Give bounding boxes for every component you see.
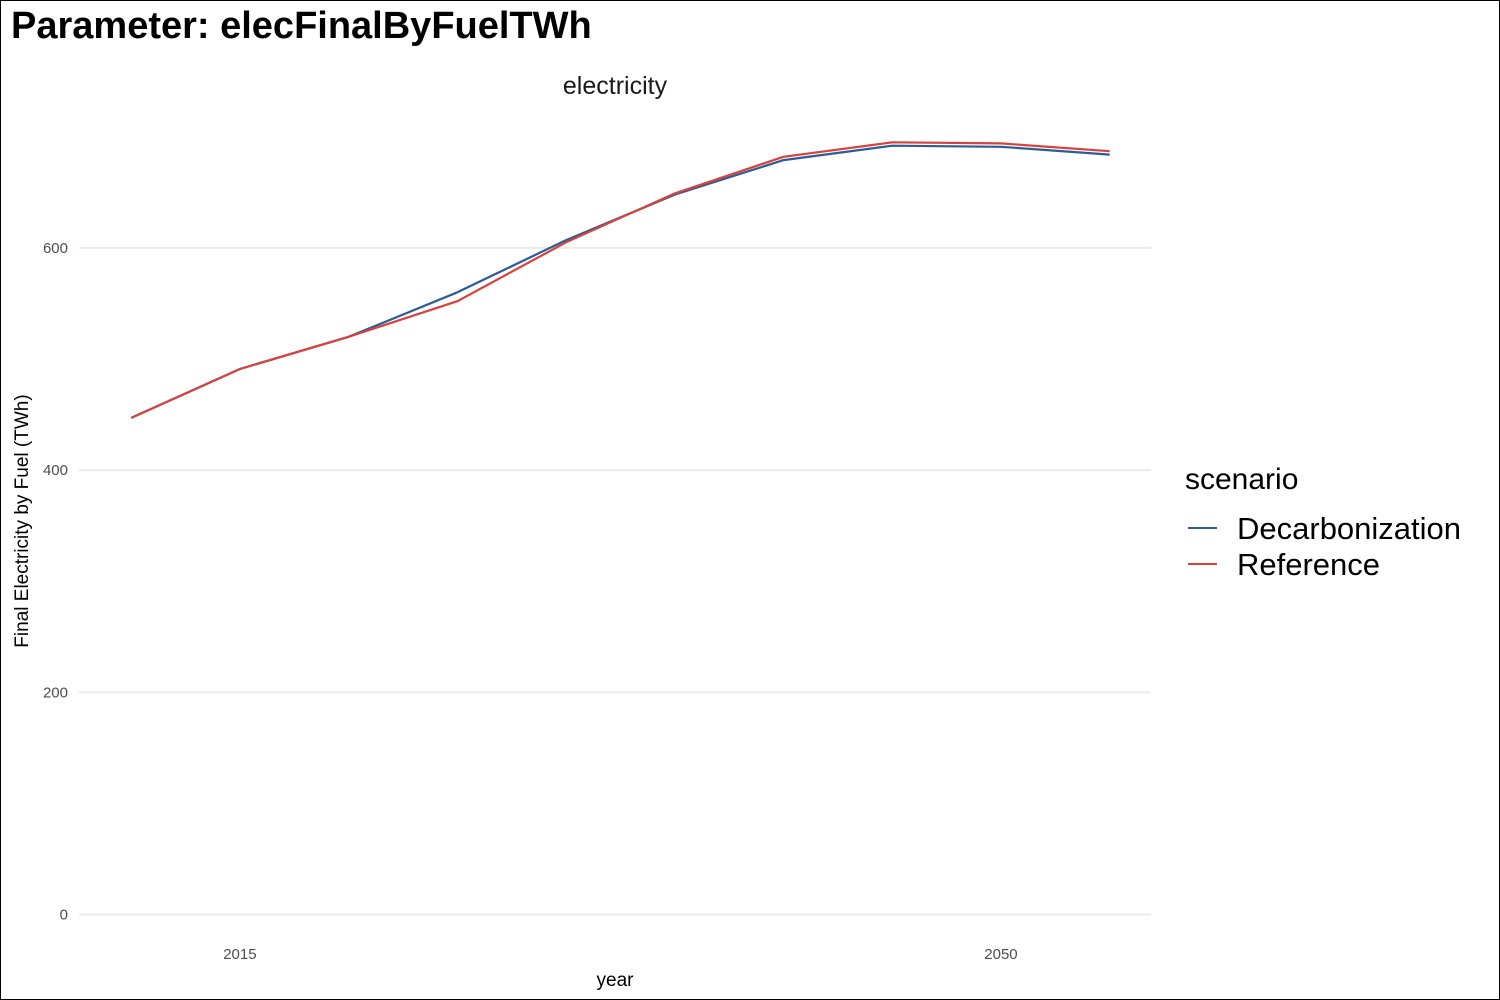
legend-label-decarbonization: Decarbonization (1237, 511, 1461, 546)
series-line-decarbonization (130, 144, 1110, 419)
x-tick-label-2050: 2050 (984, 946, 1017, 963)
y-axis-title: Final Electricity by Fuel (TWh) (12, 394, 33, 647)
facet-title: electricity (563, 72, 668, 100)
page-title: Parameter: elecFinalByFuelTWh (11, 5, 592, 47)
y-tick-label-0: 0 (60, 907, 68, 924)
y-tick-label-400: 400 (43, 462, 68, 479)
series-line-reference (130, 141, 1110, 419)
legend-title: scenario (1185, 463, 1298, 496)
legend: scenario Decarbonization Reference (1185, 463, 1461, 582)
y-tick-label-200: 200 (43, 684, 68, 701)
gridlines (79, 246, 1151, 916)
series-lines (130, 141, 1110, 419)
tick-labels: 0 200 400 600 2015 2050 (43, 240, 1018, 963)
legend-label-reference: Reference (1237, 547, 1380, 582)
x-tick-label-2015: 2015 (223, 946, 256, 963)
y-tick-label-600: 600 (43, 240, 68, 257)
x-axis-title: year (597, 970, 635, 991)
